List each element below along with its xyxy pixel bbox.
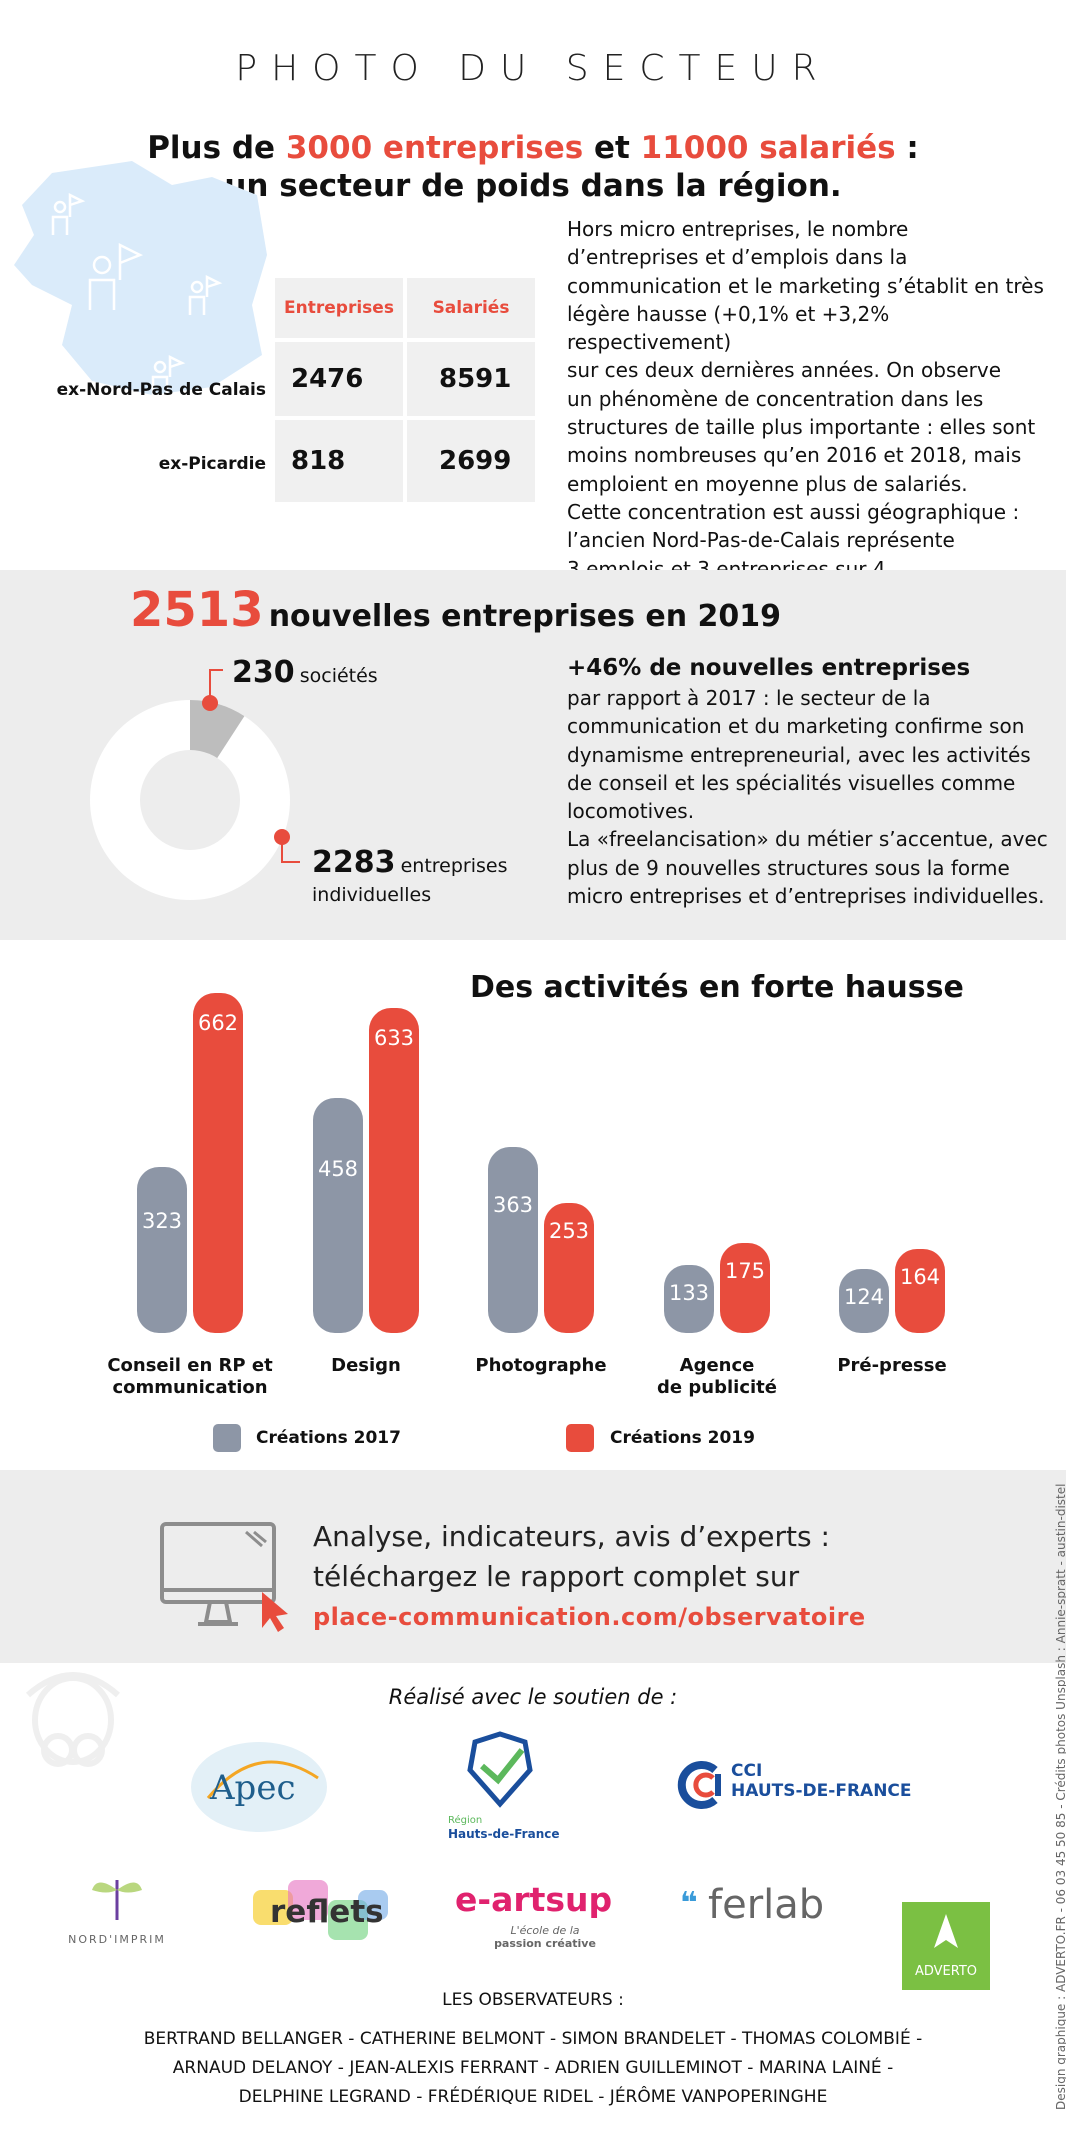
bar-2017-0 xyxy=(137,1167,187,1333)
reflets-logo: reflets xyxy=(248,1880,393,1950)
category-label-line: Pré-presse xyxy=(837,1355,947,1376)
cci-mark-icon xyxy=(677,1761,721,1809)
category-label-line: communication xyxy=(112,1377,268,1398)
table-header-entreprises: Entreprises xyxy=(275,278,403,338)
category-label-line: Agence xyxy=(679,1355,755,1376)
bar-2017-1 xyxy=(313,1097,363,1333)
cta-section xyxy=(0,1470,1066,1663)
bar-2019-3 xyxy=(720,1243,770,1333)
cell-nord-salaries: 8591 xyxy=(407,342,535,416)
ferlab-logo: ❝ ferlab xyxy=(680,1882,825,1928)
individuelles-marker xyxy=(274,829,290,845)
row-label-picardie: ex-Picardie xyxy=(158,454,266,474)
individuelles-label: 2283 entreprises xyxy=(312,845,508,880)
cci-logo: CCI HAUTS-DE-FRANCE xyxy=(675,1755,915,1815)
category-label: Agence de publicité xyxy=(617,1355,817,1399)
bar-value-label: 662 xyxy=(197,1011,239,1035)
region-map-illustration xyxy=(14,161,267,395)
category-label: Conseil en RP et communication xyxy=(90,1355,290,1399)
adverto-arrow-icon xyxy=(934,1914,958,1948)
apec-logo-mark xyxy=(191,1742,327,1832)
bar-2019-2 xyxy=(544,1203,594,1333)
cta-line-1: Analyse, indicateurs, avis d’experts : xyxy=(313,1520,830,1553)
bar-value-label: 323 xyxy=(141,1208,183,1233)
headline-line-1: Plus de 3000 entreprises et 11000 salari… xyxy=(147,130,919,166)
observers-list: BERTRAND BELLANGER - CATHERINE BELMONT -… xyxy=(143,2029,923,2107)
legend-swatch-2019 xyxy=(566,1424,594,1452)
donut-hole xyxy=(140,750,240,850)
donut-chart xyxy=(90,669,300,900)
report-link[interactable]: place-communication.com/observatoire xyxy=(313,1603,866,1631)
headline-line-2: un secteur de poids dans la région. xyxy=(224,168,842,204)
sponsors-intro: Réalisé avec le soutien de : xyxy=(388,1685,678,1709)
reflets-color-blocks xyxy=(253,1880,388,1940)
cell-picardie-salaries: 2699 xyxy=(407,420,535,502)
adverto-logo: ADVERTO xyxy=(902,1902,990,1990)
category-label: Photographe xyxy=(441,1355,641,1377)
new-companies-title: nouvelles entreprises en 2019 xyxy=(268,599,782,634)
growth-paragraph: par rapport à 2017 : le secteur de la co… xyxy=(567,686,1048,909)
computer-monitor-icon xyxy=(160,1522,288,1632)
bar-2019-0 xyxy=(193,993,243,1333)
category-label: Design xyxy=(266,1355,466,1377)
growth-subtitle: +46% de nouvelles entreprises xyxy=(567,655,971,681)
ferlab-quote-icon: ❝ xyxy=(680,1886,698,1921)
bar-value-label: 458 xyxy=(317,1156,359,1181)
bar-value-label: 253 xyxy=(548,1219,590,1244)
bar-2019-4 xyxy=(895,1248,945,1333)
societes-marker xyxy=(202,695,218,711)
bar-value-label: 633 xyxy=(373,1025,415,1050)
apec-logo: Apec xyxy=(188,1738,330,1836)
companies-highlight: 3000 entreprises xyxy=(285,130,584,166)
category-label-line: Conseil en RP et xyxy=(107,1355,273,1376)
dragonfly-icon xyxy=(92,1880,142,1920)
e-artsup-logo: e-artsup L'école de la passion créative xyxy=(455,1880,613,1950)
intro-paragraph: Hors micro entreprises, le nombre d’entr… xyxy=(567,217,1044,581)
category-label-line: Design xyxy=(331,1355,401,1376)
new-companies-heading: 2513 nouvelles entreprises en 2019 xyxy=(130,582,781,638)
nord-imprim-logo: NORD'IMPRIM xyxy=(52,1875,182,1955)
row-label-nord: ex-Nord-Pas de Calais xyxy=(56,380,266,400)
region-shield-icon xyxy=(467,1731,533,1808)
region-hauts-de-france-logo: Région Hauts-de-France xyxy=(448,1730,560,1845)
legend-label-2019: Créations 2019 xyxy=(610,1428,755,1448)
bar-value-label: 175 xyxy=(724,1259,766,1284)
bar-value-label: 363 xyxy=(492,1193,534,1218)
legend-label-2017: Créations 2017 xyxy=(256,1428,401,1448)
decorative-camera-icon xyxy=(26,1672,120,1767)
bar-2017-3 xyxy=(664,1264,714,1333)
category-label: Pré-presse xyxy=(792,1355,992,1377)
legend-swatch-2017 xyxy=(213,1424,241,1452)
bar-2019-1 xyxy=(369,1007,419,1333)
bar-value-label: 164 xyxy=(899,1264,941,1289)
page-title: PHOTO DU SECTEUR xyxy=(235,48,831,89)
new-companies-number: 2513 xyxy=(130,582,264,638)
bar-chart: 323 662 Conseil en RP et communication 458 63… xyxy=(90,993,992,1399)
individuelles-leader-line xyxy=(281,837,300,863)
table-header-salaries: Salariés xyxy=(407,278,535,338)
cell-nord-entreprises: 2476 xyxy=(275,342,403,416)
bar-2017-2 xyxy=(488,1146,538,1333)
category-label-line: de publicité xyxy=(657,1377,777,1398)
employees-highlight: 11000 salariés xyxy=(640,130,896,166)
bar-value-label: 133 xyxy=(668,1280,710,1305)
individuelles-label-2: individuelles xyxy=(312,884,432,906)
cursor-icon xyxy=(262,1592,288,1632)
societes-leader-line xyxy=(209,669,223,703)
cta-line-2: téléchargez le rapport complet sur xyxy=(313,1560,800,1593)
cell-picardie-entreprises: 818 xyxy=(275,420,403,502)
observers-title: LES OBSERVATEURS : xyxy=(442,1990,624,2010)
category-label-line: Photographe xyxy=(475,1355,607,1376)
bar-2017-4 xyxy=(839,1269,889,1333)
design-credit: Design graphique : ADVERTO.FR - 06 03 45… xyxy=(1054,1483,1066,2110)
bar-value-label: 124 xyxy=(843,1285,885,1310)
societes-label: 230 sociétés xyxy=(232,655,378,690)
people-icon xyxy=(51,192,223,395)
bar-chart-title: Des activités en forte hausse xyxy=(470,970,964,1005)
